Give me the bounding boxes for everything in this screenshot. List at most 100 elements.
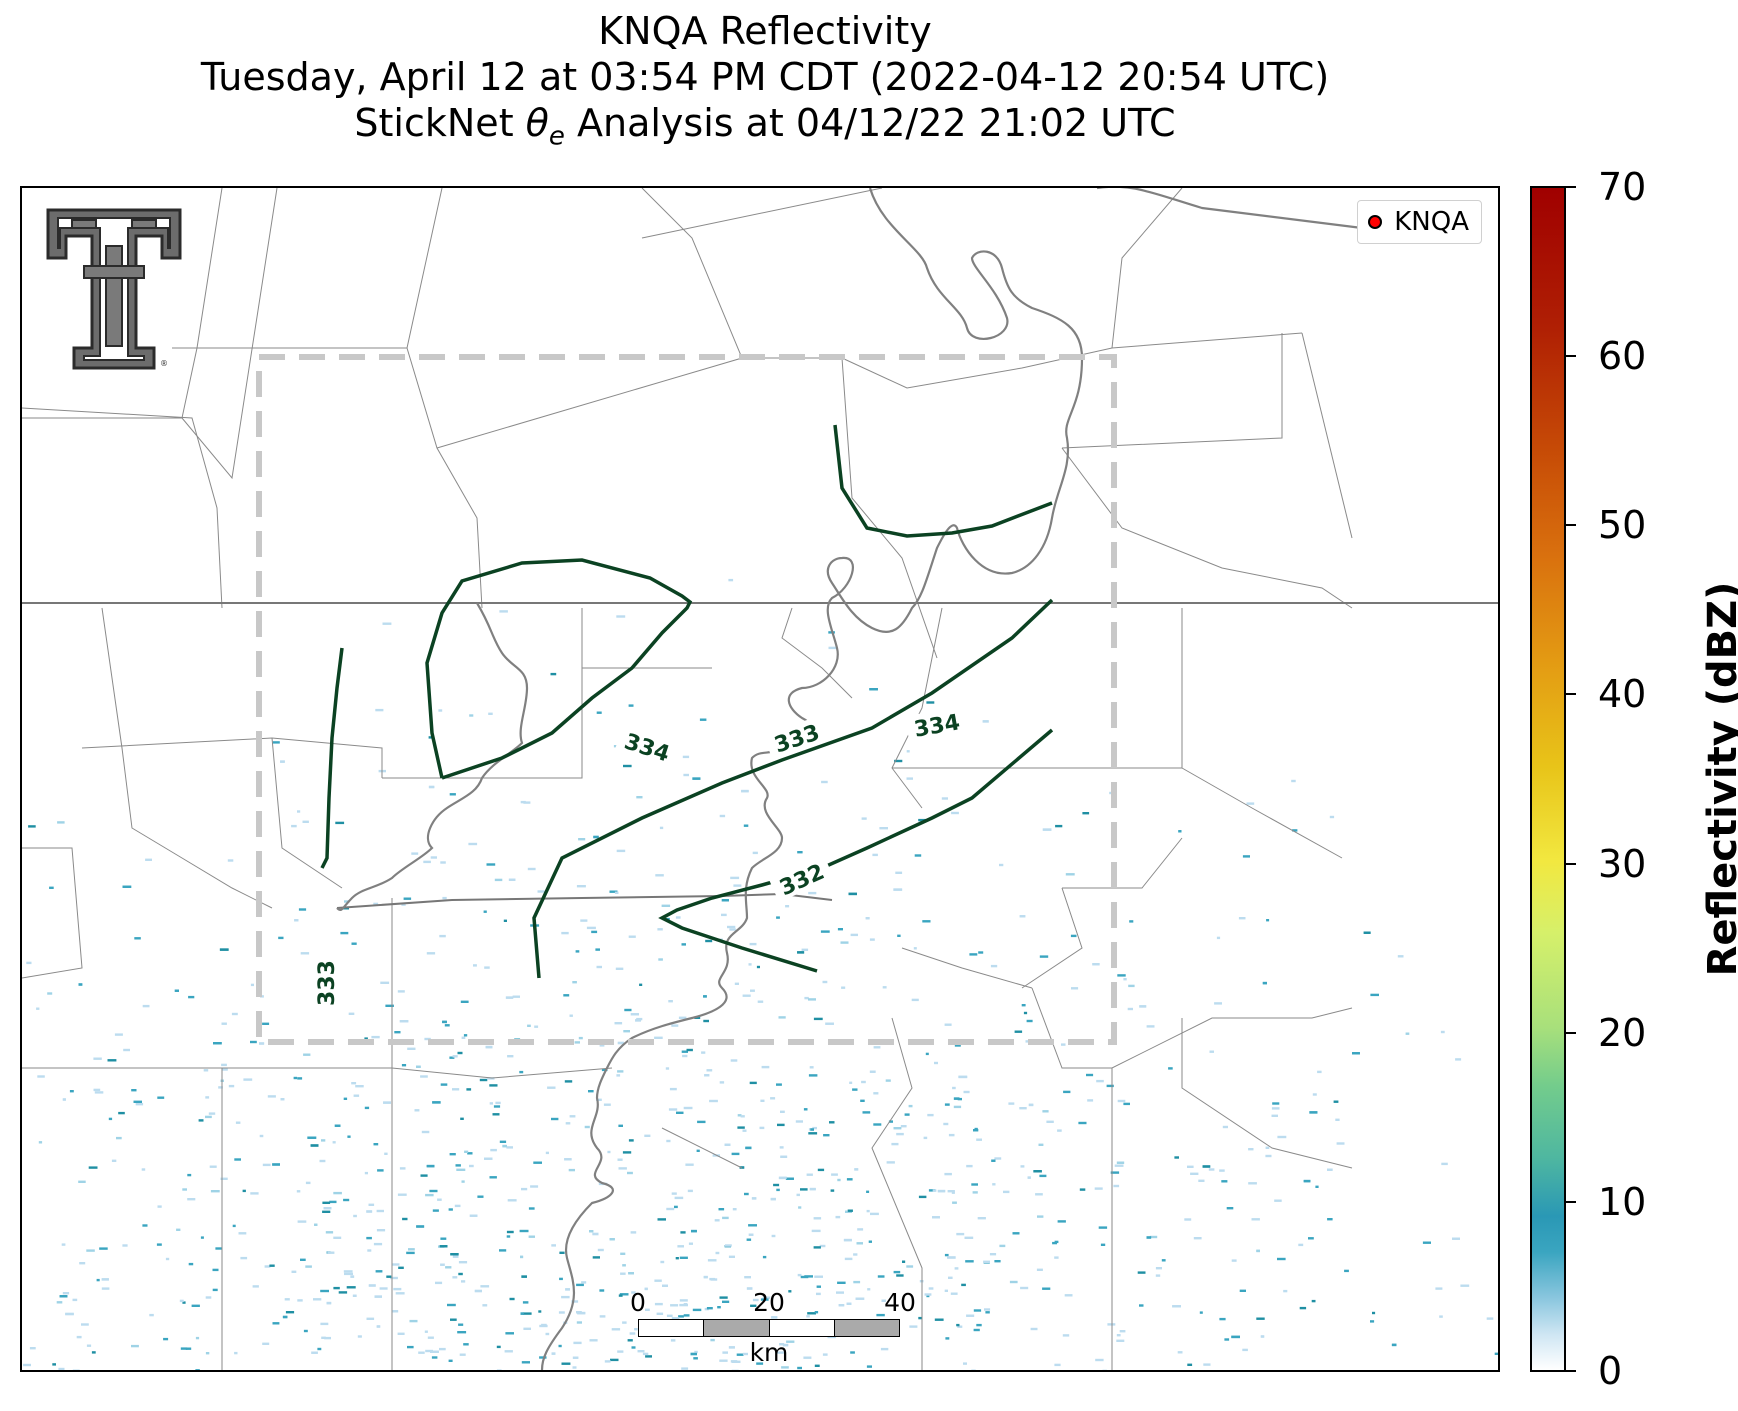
echo-pixel <box>578 838 586 841</box>
echo-pixel <box>149 1313 154 1317</box>
echo-pixel <box>1178 830 1182 833</box>
echo-pixel <box>762 1255 767 1259</box>
colorbar-tick-mark <box>1566 1370 1576 1372</box>
echo-pixel <box>991 1159 996 1162</box>
echo-pixel <box>373 902 379 906</box>
echo-pixel <box>569 1115 576 1118</box>
echo-pixel <box>607 1150 611 1154</box>
echo-pixel <box>665 1067 670 1070</box>
echo-pixel <box>425 1349 433 1353</box>
echo-pixel <box>730 1059 738 1062</box>
echo-pixel <box>477 1195 484 1198</box>
echo-pixel <box>496 1345 501 1349</box>
echo-pixel <box>843 1238 852 1242</box>
echo-pixel <box>589 1230 594 1233</box>
echo-pixel <box>1256 1317 1265 1320</box>
echo-pixel <box>407 1345 414 1349</box>
echo-pixel <box>989 1253 997 1256</box>
echo-pixel <box>622 1264 626 1267</box>
echo-pixel <box>823 1134 830 1137</box>
echo-pixel <box>1110 1171 1120 1174</box>
echo-pixel <box>918 1195 927 1199</box>
echo-pixel <box>561 931 569 935</box>
echo-pixel <box>880 1347 889 1351</box>
echo-pixel <box>752 1298 759 1302</box>
echo-pixel <box>586 926 596 930</box>
echo-pixel <box>742 1352 748 1356</box>
echo-pixel <box>420 1075 428 1078</box>
echo-pixel <box>703 1019 709 1023</box>
echo-pixel <box>697 1120 706 1124</box>
echo-pixel <box>776 916 780 919</box>
echo-pixel <box>1248 1148 1254 1151</box>
colorbar-tick-label: 60 <box>1598 334 1647 379</box>
echo-pixel <box>574 1041 580 1044</box>
radar-map[interactable]: 334 334 333 333 332 ® KNQA 0 20 40 <box>20 186 1500 1372</box>
echo-pixel <box>1055 824 1063 828</box>
echo-pixel <box>742 994 751 997</box>
echo-pixel <box>694 1350 698 1354</box>
echo-pixel <box>558 1344 562 1348</box>
echo-pixel <box>411 852 419 855</box>
echo-pixel <box>719 1359 728 1362</box>
echo-pixel <box>29 1347 36 1350</box>
echo-pixel <box>480 1285 490 1288</box>
echo-pixel <box>906 1265 914 1268</box>
echo-pixel <box>1460 1284 1470 1287</box>
echo-pixel <box>1094 1187 1103 1190</box>
echo-pixel <box>857 1228 864 1231</box>
echo-pixel <box>627 1339 633 1342</box>
echo-pixel <box>740 1115 745 1118</box>
echo-pixel <box>873 1046 881 1049</box>
echo-pixel <box>458 1323 464 1326</box>
echo-pixel <box>814 1364 820 1367</box>
echo-pixel <box>676 1111 684 1114</box>
echo-pixel <box>710 1278 718 1281</box>
echo-pixel <box>278 936 284 940</box>
echo-pixel <box>800 1188 808 1191</box>
echo-pixel <box>1231 1335 1240 1339</box>
echo-pixel <box>1221 1180 1228 1183</box>
echo-pixel <box>1174 1156 1179 1159</box>
echo-pixel <box>352 1294 357 1297</box>
echo-pixel <box>1291 779 1296 783</box>
echo-pixel <box>1397 955 1404 958</box>
echo-pixel <box>198 1119 204 1122</box>
echo-pixel <box>575 950 580 953</box>
echo-pixel <box>460 1117 464 1120</box>
echo-pixel <box>629 1332 636 1335</box>
echo-pixel <box>984 1308 991 1311</box>
echo-pixel <box>294 919 299 922</box>
echo-pixel <box>452 1055 458 1058</box>
echo-pixel <box>1042 1110 1049 1113</box>
echo-pixel <box>956 1323 960 1327</box>
echo-pixel <box>1107 1323 1116 1326</box>
echo-pixel <box>624 1008 632 1012</box>
echo-pixel <box>1057 1129 1062 1132</box>
echo-pixel <box>523 1327 531 1330</box>
legend-label-knqa: KNQA <box>1394 207 1469 237</box>
title-analysis: StickNet θe Analysis at 04/12/22 21:02 U… <box>0 100 1530 160</box>
echo-pixel <box>1019 1107 1027 1110</box>
echo-pixel <box>950 1292 958 1295</box>
echo-pixel <box>806 1173 813 1176</box>
echo-pixel <box>644 1134 651 1137</box>
echo-pixel <box>803 1108 808 1111</box>
echo-pixel <box>1370 993 1379 997</box>
echo-pixel <box>1203 1363 1211 1366</box>
echo-pixel <box>364 1037 368 1040</box>
echo-pixel <box>188 1262 194 1266</box>
echo-pixel <box>456 1168 466 1171</box>
echo-pixel <box>483 910 487 913</box>
echo-pixel <box>1187 1363 1193 1366</box>
echo-pixel <box>748 1233 754 1236</box>
echo-pixel <box>1202 1165 1211 1168</box>
echo-pixel <box>895 871 903 874</box>
echo-pixel <box>1231 1259 1237 1262</box>
echo-pixel <box>321 1139 326 1142</box>
echo-pixel <box>908 1104 913 1108</box>
echo-pixel <box>447 1303 456 1307</box>
echo-pixel <box>985 1311 990 1314</box>
contour-label-bg <box>763 715 829 759</box>
echo-pixel <box>770 1197 776 1201</box>
